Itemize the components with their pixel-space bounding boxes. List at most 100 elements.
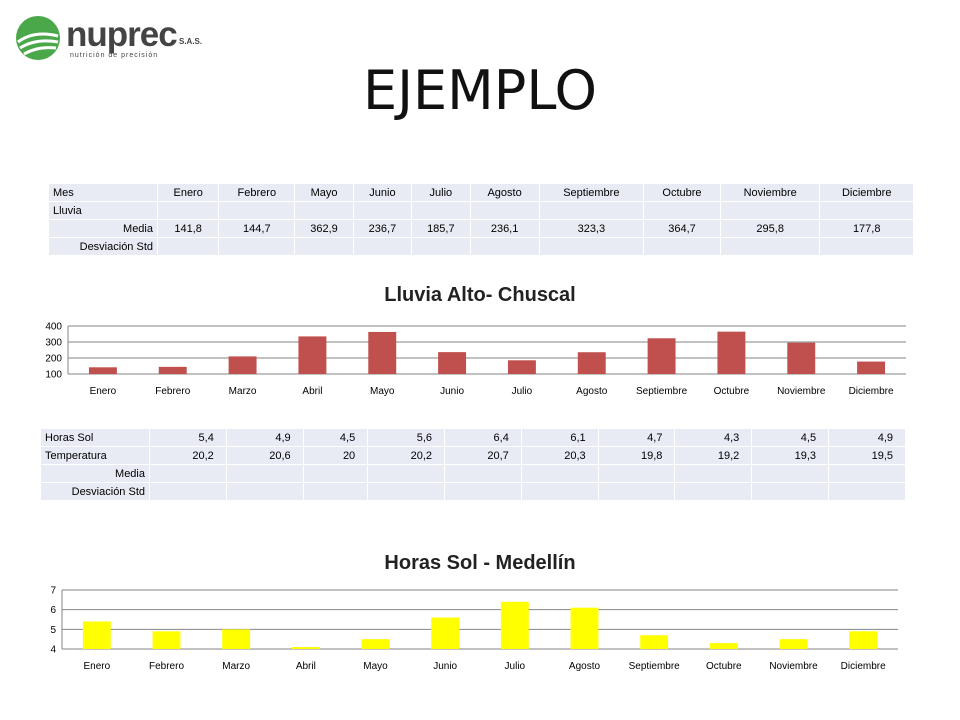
table2-cell: 20,2 <box>149 446 227 465</box>
page-title: EJEMPLO <box>363 59 597 122</box>
bar-mayo <box>361 639 390 649</box>
table2-cell <box>367 482 445 501</box>
bar-agosto <box>570 607 599 649</box>
rain-table: Mes Enero Febrero Mayo Junio Julio Agosto Septi… <box>48 183 914 256</box>
table1-cell <box>294 237 354 256</box>
bar-agosto <box>577 352 606 374</box>
sun-temperature-table: Horas Sol 5,4 4,9 4,5 5,6 6,4 6,1 4,7 4,3 4,5 4,9 T… <box>40 428 906 501</box>
y-tick-label: 4 <box>50 645 56 656</box>
x-tick-label: Abril <box>302 386 322 397</box>
table1-cell <box>819 237 914 256</box>
x-tick-label: Octubre <box>714 386 750 397</box>
table1-cell <box>719 201 821 220</box>
x-tick-label: Junio <box>440 386 464 397</box>
x-tick-label: Mayo <box>370 386 395 397</box>
table2-cell <box>828 482 906 501</box>
table1-cell: 362,9 <box>294 219 354 238</box>
table1-cell: Agosto <box>469 183 540 202</box>
bar-junio <box>431 617 460 649</box>
table1-cell: 236,1 <box>469 219 540 238</box>
table1-row-label: Media <box>48 219 158 238</box>
logo-tagline: nutrición de precisión <box>70 52 159 59</box>
x-tick-label: Diciembre <box>841 661 886 672</box>
y-tick-label: 6 <box>50 605 56 616</box>
bar-septiembre <box>640 635 669 649</box>
nuprec-logo-icon <box>16 16 60 60</box>
table2-cell <box>520 482 599 501</box>
table2-cell <box>751 482 830 501</box>
x-tick-label: Febrero <box>155 386 190 397</box>
table1-cell <box>469 237 540 256</box>
x-tick-label: Febrero <box>149 661 184 672</box>
x-tick-label: Diciembre <box>849 386 894 397</box>
table2-cell <box>302 464 369 483</box>
table2-row: Temperatura 20,2 20,6 20 20,2 20,7 20,3 19,8 19,… <box>40 446 906 465</box>
bar-mayo <box>368 331 397 374</box>
table1-cell: Mayo <box>294 183 354 202</box>
bar-julio <box>507 360 536 374</box>
x-tick-label: Marzo <box>229 386 257 397</box>
bar-junio <box>438 352 467 374</box>
bar-marzo <box>222 629 251 649</box>
sun-chart-title: Horas Sol - Medellín <box>384 552 576 574</box>
bar-marzo <box>228 356 257 374</box>
table2-cell: 20 <box>302 446 369 465</box>
table1-cell <box>352 201 413 220</box>
table2-cell: 19,2 <box>674 446 753 465</box>
table1-cell <box>469 201 540 220</box>
x-tick-label: Septiembre <box>636 386 688 397</box>
table2-row-label: Desviación Std <box>40 482 150 501</box>
bar-enero <box>82 621 111 649</box>
table2-cell <box>751 464 830 483</box>
table1-cell <box>352 237 413 256</box>
y-tick-label: 100 <box>45 370 62 381</box>
bar-abril <box>298 336 327 374</box>
table1-cell: 295,8 <box>719 219 821 238</box>
table2-cell <box>674 482 753 501</box>
nuprec-logo: nuprec S.A.S. nutrición de precisión <box>14 14 214 64</box>
y-tick-label: 300 <box>45 338 62 349</box>
bar-octubre <box>709 643 738 649</box>
x-tick-label: Octubre <box>706 661 742 672</box>
table1-cell <box>218 201 296 220</box>
x-tick-label: Noviembre <box>769 661 818 672</box>
table2-cell <box>828 464 906 483</box>
logo-suffix: S.A.S. <box>179 37 203 46</box>
bar-enero <box>88 367 117 374</box>
table1-cell <box>538 237 645 256</box>
table2-cell <box>597 482 676 501</box>
y-tick-label: 400 <box>45 322 62 333</box>
table1-cell <box>719 237 821 256</box>
table2-cell <box>149 482 227 501</box>
bar-abril <box>291 647 320 649</box>
table2-cell: 20,7 <box>444 446 522 465</box>
table2-cell <box>149 464 227 483</box>
table2-cell <box>302 482 369 501</box>
table2-cell: 5,6 <box>367 428 445 447</box>
logo-word: nuprec <box>66 15 178 54</box>
bar-febrero <box>152 631 181 649</box>
x-tick-label: Mayo <box>363 661 388 672</box>
table1-cell: 177,8 <box>819 219 914 238</box>
x-tick-label: Agosto <box>576 386 608 397</box>
x-tick-label: Junio <box>433 661 457 672</box>
table1-row: Media 141,8 144,7 362,9 236,7 185,7 236,1 323,3… <box>48 219 914 238</box>
table2-cell <box>225 482 304 501</box>
table1-row-label: Desviación Std <box>48 237 158 256</box>
table2-cell: 6,1 <box>520 428 599 447</box>
table1-cell: Septiembre <box>538 183 645 202</box>
x-tick-label: Septiembre <box>629 661 681 672</box>
y-tick-label: 200 <box>45 354 62 365</box>
table2-cell <box>520 464 599 483</box>
table2-cell: 19,8 <box>597 446 676 465</box>
table1-cell: 141,8 <box>156 219 220 238</box>
table1-cell: 323,3 <box>538 219 645 238</box>
table1-cell: Febrero <box>218 183 296 202</box>
table1-cell <box>643 237 721 256</box>
x-tick-label: Julio <box>512 386 533 397</box>
table2-cell <box>367 464 445 483</box>
x-tick-label: Agosto <box>569 661 601 672</box>
table2-cell: 19,3 <box>751 446 830 465</box>
x-tick-label: Marzo <box>222 661 250 672</box>
